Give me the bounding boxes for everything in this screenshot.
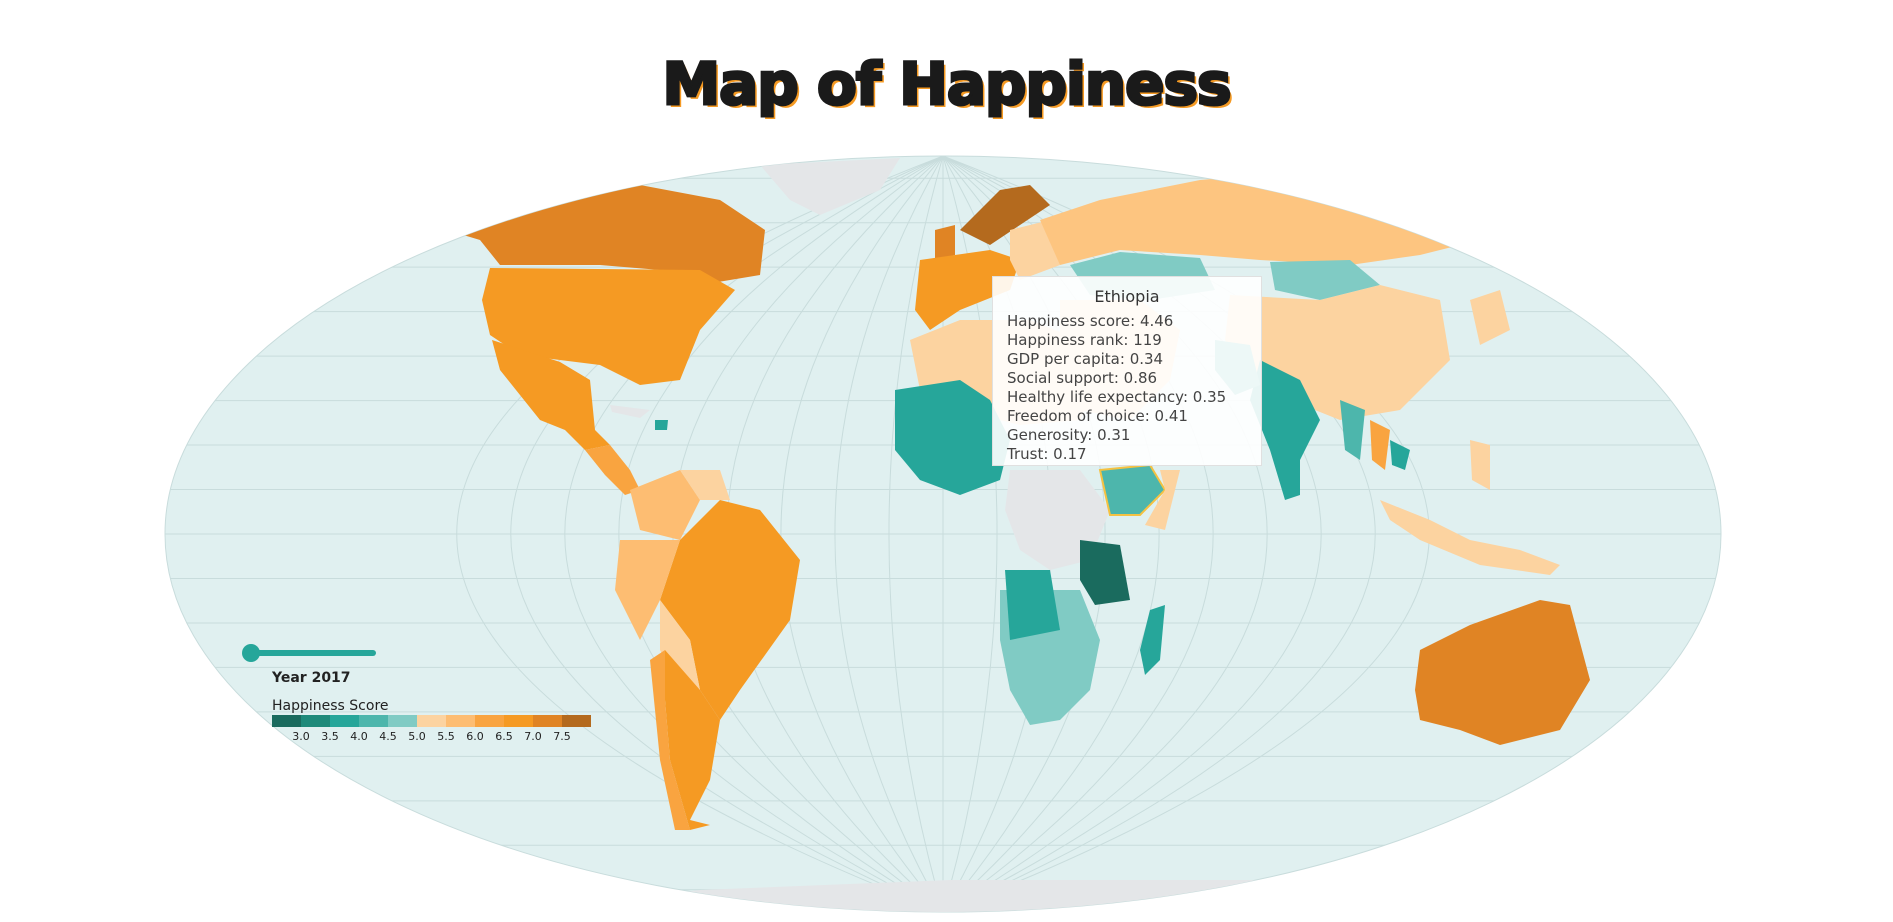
- country-thailand[interactable]: [1370, 420, 1390, 470]
- legend-tick-label: 6.0: [466, 730, 484, 743]
- legend-swatch: [330, 715, 359, 727]
- tooltip-generosity: Generosity: 0.31: [1007, 426, 1131, 444]
- country-philippines[interactable]: [1470, 440, 1490, 490]
- legend-tick-label: 7.0: [524, 730, 542, 743]
- country-scandinavia[interactable]: [960, 185, 1050, 245]
- country-india[interactable]: [1250, 360, 1320, 500]
- country-venezuela[interactable]: [680, 470, 730, 500]
- legend-swatch: [388, 715, 417, 727]
- legend-tick-label: 7.5: [553, 730, 571, 743]
- legend-swatch: [359, 715, 388, 727]
- tooltip-gdp: GDP per capita: 0.34: [1007, 350, 1164, 368]
- country-angola[interactable]: [1005, 570, 1060, 640]
- country-somalia[interactable]: [1145, 470, 1180, 530]
- country-western-europe[interactable]: [915, 250, 1020, 330]
- country-australia[interactable]: [1415, 600, 1590, 745]
- country-korea-japan[interactable]: [1470, 290, 1510, 345]
- legend-tick-label: 3.5: [321, 730, 339, 743]
- country-tanzania[interactable]: [1080, 540, 1130, 605]
- country-uk[interactable]: [935, 225, 955, 260]
- tooltip-social-support: Social support: 0.86: [1007, 369, 1158, 387]
- year-slider[interactable]: [242, 644, 378, 662]
- tooltip-freedom: Freedom of choice: 0.41: [1007, 407, 1188, 425]
- legend-swatch: [446, 715, 475, 727]
- legend-swatch: [562, 715, 591, 727]
- country-colombia[interactable]: [630, 470, 700, 540]
- legend-tick-label: 5.5: [437, 730, 455, 743]
- legend-swatch: [475, 715, 504, 727]
- country-cuba[interactable]: [610, 405, 650, 418]
- legend-title: Happiness Score: [272, 698, 389, 714]
- country-haiti[interactable]: [655, 420, 668, 430]
- country-alaska[interactable]: [355, 190, 430, 240]
- tooltip-happiness-rank: Happiness rank: 119: [1007, 331, 1162, 349]
- legend-color-scale: [272, 715, 591, 727]
- legend-tick-label: 4.5: [379, 730, 397, 743]
- country-myanmar[interactable]: [1340, 400, 1365, 460]
- country-chile[interactable]: [650, 650, 690, 830]
- legend-tick-label: 3.0: [292, 730, 310, 743]
- legend-swatch: [504, 715, 533, 727]
- legend-tick-label: 4.0: [350, 730, 368, 743]
- country-vietnam-cambodia[interactable]: [1390, 440, 1410, 470]
- legend-swatch: [417, 715, 446, 727]
- legend-tick-label: 5.0: [408, 730, 426, 743]
- country-united-states[interactable]: [482, 268, 735, 385]
- country-peru[interactable]: [615, 540, 680, 640]
- legend-swatch: [301, 715, 330, 727]
- country-mongolia[interactable]: [1270, 260, 1380, 300]
- country-tooltip: Ethiopia Happiness score: 4.46 Happiness…: [992, 276, 1262, 466]
- legend-swatch: [533, 715, 562, 727]
- legend-ticks: 3.0 3.5 4.0 4.5 5.0 5.5 6.0 6.5 7.0 7.5: [272, 730, 592, 744]
- page-title: Map of Happiness: [661, 49, 1233, 120]
- country-mexico[interactable]: [492, 340, 610, 450]
- year-slider-track[interactable]: [246, 650, 376, 656]
- legend-swatch: [272, 715, 301, 727]
- year-label: Year 2017: [272, 670, 351, 686]
- country-central-america[interactable]: [585, 445, 640, 495]
- tooltip-happiness-score: Happiness score: 4.46: [1007, 312, 1174, 330]
- year-slider-handle[interactable]: [242, 644, 260, 662]
- country-madagascar[interactable]: [1140, 605, 1165, 675]
- legend-tick-label: 6.5: [495, 730, 513, 743]
- tooltip-life-expectancy: Healthy life expectancy: 0.35: [1007, 388, 1227, 406]
- country-indonesia[interactable]: [1380, 500, 1560, 575]
- country-greenland[interactable]: [760, 158, 900, 215]
- country-argentina[interactable]: [665, 650, 720, 830]
- tooltip-trust: Trust: 0.17: [1007, 445, 1087, 463]
- tooltip-country-name: Ethiopia: [1094, 287, 1160, 306]
- country-west-africa[interactable]: [895, 380, 1010, 495]
